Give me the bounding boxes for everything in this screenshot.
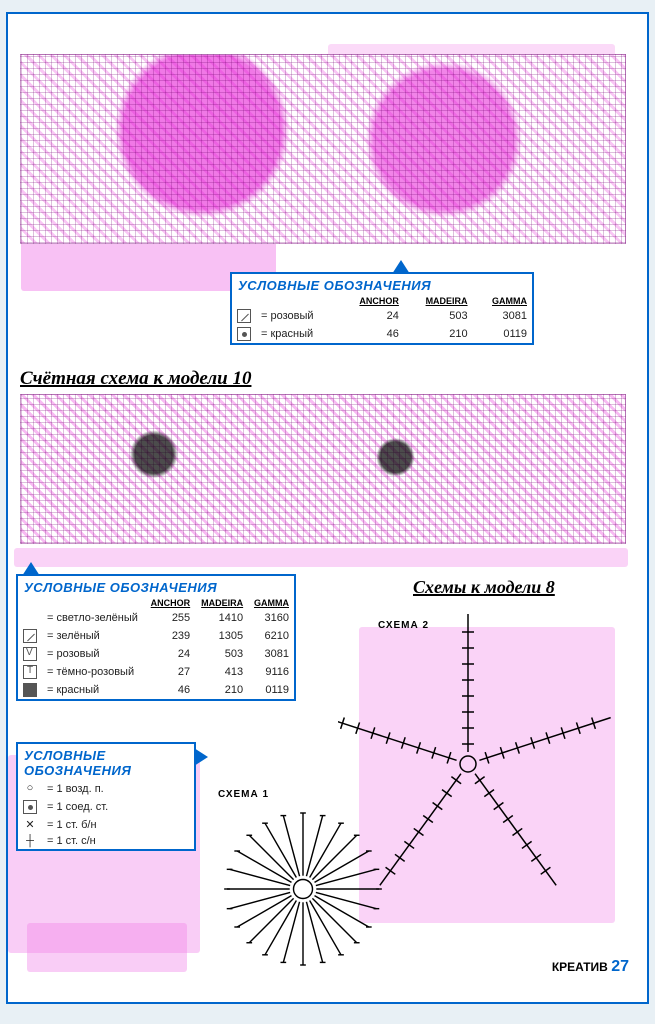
legend-10-row-2: = розовый 24 503 3081 [18, 645, 294, 663]
title-model-10-text: Счётная схема к модели 10 [20, 368, 251, 389]
symbol-blank [23, 611, 37, 625]
symbol-dc-icon: ┼ [26, 835, 34, 847]
legend-11-table: ANCHOR MADEIRA GAMMA = розовый 24 503 30… [232, 295, 532, 343]
col-gamma: GAMMA [473, 295, 532, 307]
legend-col-header-row: ANCHOR MADEIRA GAMMA [232, 295, 532, 307]
symbol-chain-icon: ○ [23, 782, 37, 796]
title-model-8-text: Схемы к модели 8 [413, 577, 555, 597]
legend-11-header: УСЛОВНЫЕ ОБОЗНАЧЕНИЯ [232, 274, 532, 295]
page-frame: Счётная схема к модели 11 УСЛОВНЫЕ ОБОЗН… [6, 12, 649, 1004]
legend-8-row-3: ┼ = 1 ст. с/н [18, 833, 194, 849]
legend-10-pointer [22, 562, 40, 576]
legend-11-pointer [392, 260, 410, 274]
legend-11-row-0-label: = розовый [256, 307, 339, 325]
legend-10-row-0: = светло-зелёный 255 1410 3160 [18, 609, 294, 627]
legend-8-row-0: ○ = 1 возд. п. [18, 780, 194, 798]
col-madeira: MADEIRA [404, 295, 473, 307]
chart-10-pattern [21, 395, 625, 543]
legend-8-row-2: ✕ = 1 ст. б/н [18, 816, 194, 833]
page-footer: КРЕАТИВ 27 [552, 958, 629, 976]
legend-10-table: ANCHOR MADEIRA GAMMA = светло-зелёный 25… [18, 597, 294, 699]
legend-10-header: УСЛОВНЫЕ ОБОЗНАЧЕНИЯ [18, 576, 294, 597]
col-anchor: ANCHOR [339, 295, 404, 307]
legend-11-row-1: = красный 46 210 0119 [232, 325, 532, 343]
symbol-t [23, 665, 37, 679]
symbol-dot [237, 327, 251, 341]
cross-stitch-chart-11 [20, 54, 626, 244]
legend-8-row-1: = 1 соед. ст. [18, 798, 194, 816]
legend-model-11: УСЛОВНЫЕ ОБОЗНАЧЕНИЯ ANCHOR MADEIRA GAMM… [230, 272, 534, 345]
page-number: 27 [611, 958, 629, 975]
chart-11-pattern [21, 55, 625, 243]
legend-8-header: УСЛОВНЫЕ ОБОЗНАЧЕНИЯ [18, 744, 194, 780]
legend-10-row-4: = красный 46 210 0119 [18, 681, 294, 699]
legend-model-10: УСЛОВНЫЕ ОБОЗНАЧЕНИЯ ANCHOR MADEIRA GAMM… [16, 574, 296, 701]
title-model-8: Схемы к модели 8 [413, 577, 555, 598]
symbol-sc-icon: ✕ [25, 819, 34, 831]
title-model-10: Счётная схема к модели 10 [20, 368, 251, 390]
symbol-slash [23, 629, 37, 643]
legend-8-table: ○ = 1 возд. п. = 1 соед. ст. ✕ = 1 ст. б… [18, 780, 194, 849]
legend-10-row-3: = тёмно-розовый 27 413 9116 [18, 663, 294, 681]
cross-stitch-chart-10 [20, 394, 626, 544]
footer-label: КРЕАТИВ [552, 960, 608, 974]
symbol-dotfill [23, 683, 37, 697]
symbol-v [23, 647, 37, 661]
crochet-schema-2 [338, 614, 638, 894]
legend-11-row-1-label: = красный [256, 325, 339, 343]
legend-10-colheader: ANCHOR MADEIRA GAMMA [18, 597, 294, 609]
symbol-slipstitch-icon [23, 800, 37, 814]
legend-10-row-1: = зелёный 239 1305 6210 [18, 627, 294, 645]
symbol-slash [237, 309, 251, 323]
legend-model-8: УСЛОВНЫЕ ОБОЗНАЧЕНИЯ ○ = 1 возд. п. = 1 … [16, 742, 196, 851]
legend-8-pointer [194, 748, 208, 766]
legend-11-row-0: = розовый 24 503 3081 [232, 307, 532, 325]
